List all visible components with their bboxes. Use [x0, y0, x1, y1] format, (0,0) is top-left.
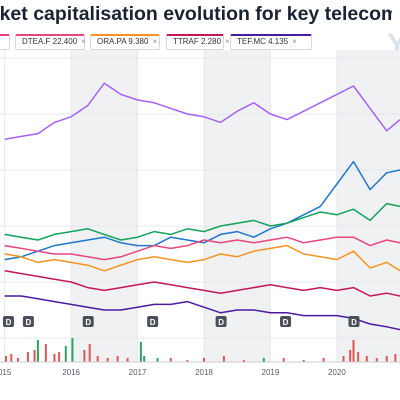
volume-bar: [282, 358, 285, 362]
legend-label: TEF.MC 4.135: [237, 37, 289, 46]
series-line: [4, 295, 400, 331]
dividend-marker-label: D: [218, 318, 224, 327]
chart-title: rket capitalisation evolution for key te…: [0, 3, 392, 25]
volume-bar: [302, 360, 305, 362]
volume-bar: [139, 342, 142, 362]
series-line: [4, 160, 400, 261]
legend-chip[interactable]: TEF.MC 4.135 ×: [230, 34, 312, 50]
dividend-marker: [215, 316, 227, 327]
legend-chip[interactable]: ORA.PA 9.380 ×: [90, 34, 160, 50]
volume-bar: [202, 358, 205, 362]
volume-bar: [365, 356, 368, 362]
legend-label: TTRAF 2.280: [173, 37, 222, 46]
legend-bar: ×DTEA.F 22.400×ORA.PA 9.380×TTRAF 2.280×…: [0, 34, 400, 52]
volume-bar: [26, 352, 29, 362]
volume-bar: [394, 354, 397, 362]
dividend-marker: [348, 316, 360, 327]
x-tick-label: 2019: [262, 368, 280, 377]
volume-bar: [96, 356, 99, 362]
series-line: [4, 82, 400, 140]
volume-bar: [169, 358, 172, 362]
volume-bar: [33, 350, 36, 362]
series-line: [4, 244, 400, 272]
volume-bar: [36, 340, 39, 362]
remove-series-icon[interactable]: ×: [81, 37, 86, 46]
legend-chip[interactable]: TTRAF 2.280 ×: [166, 34, 230, 50]
series-line: [4, 202, 400, 241]
volume-bar: [262, 358, 265, 362]
legend-label: ORA.PA 9.380: [97, 37, 149, 46]
legend-chip[interactable]: DTEA.F 22.400 ×: [15, 34, 86, 50]
volume-bar: [4, 356, 7, 362]
volume-bar: [375, 358, 378, 362]
volume-bar: [143, 356, 146, 362]
x-tick-label: 2020: [328, 368, 346, 377]
volume-bar: [222, 356, 225, 362]
dividend-marker-label: D: [26, 318, 32, 327]
dividend-marker: [22, 316, 34, 327]
remove-series-icon[interactable]: ×: [152, 37, 158, 46]
legend-chip[interactable]: ×: [0, 34, 10, 50]
volume-bar: [58, 352, 61, 362]
volume-bar: [53, 354, 56, 362]
volume-bar: [342, 356, 345, 362]
volume-bar: [126, 358, 129, 362]
x-tick-label: 2017: [129, 368, 147, 377]
series-line: [4, 270, 400, 297]
dividend-marker: [147, 316, 159, 327]
year-band: [336, 50, 400, 362]
dividend-marker: [280, 316, 292, 327]
volume-bar: [349, 350, 352, 362]
x-tick-label: 2016: [62, 368, 80, 377]
remove-series-icon[interactable]: ×: [225, 37, 230, 46]
volume-bar: [88, 344, 91, 362]
remove-series-icon[interactable]: ×: [292, 37, 297, 46]
dividend-marker-label: D: [283, 318, 289, 327]
dividend-marker: [2, 316, 14, 327]
volume-bar: [71, 338, 74, 362]
volume-bar: [385, 356, 388, 362]
volume-bar: [242, 360, 245, 362]
volume-bar: [106, 358, 109, 362]
series-line: [4, 236, 400, 261]
volume-bar: [44, 344, 47, 362]
volume-bar: [322, 358, 325, 362]
dividend-marker-label: D: [351, 318, 357, 327]
volume-bar: [16, 358, 19, 362]
dividend-marker-label: D: [6, 318, 12, 327]
volume-bar: [116, 356, 119, 362]
x-tick-label: 2018: [195, 368, 213, 377]
dividend-marker-label: D: [85, 318, 91, 327]
volume-bar: [83, 350, 86, 362]
dividend-marker-label: D: [150, 318, 156, 327]
volume-bar: [352, 340, 355, 362]
volume-bar: [357, 352, 360, 362]
volume-bar: [64, 346, 67, 362]
dividend-marker: [82, 316, 94, 327]
volume-bar: [186, 360, 189, 362]
legend-label: DTEA.F 22.400: [22, 37, 78, 46]
volume-bar: [156, 358, 159, 362]
year-band: [203, 50, 271, 362]
x-tick-label: 015: [0, 368, 12, 377]
volume-bar: [10, 354, 13, 362]
